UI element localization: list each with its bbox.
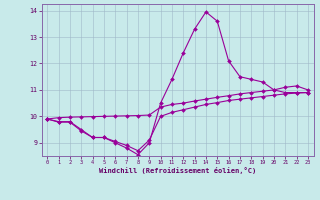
X-axis label: Windchill (Refroidissement éolien,°C): Windchill (Refroidissement éolien,°C) — [99, 167, 256, 174]
